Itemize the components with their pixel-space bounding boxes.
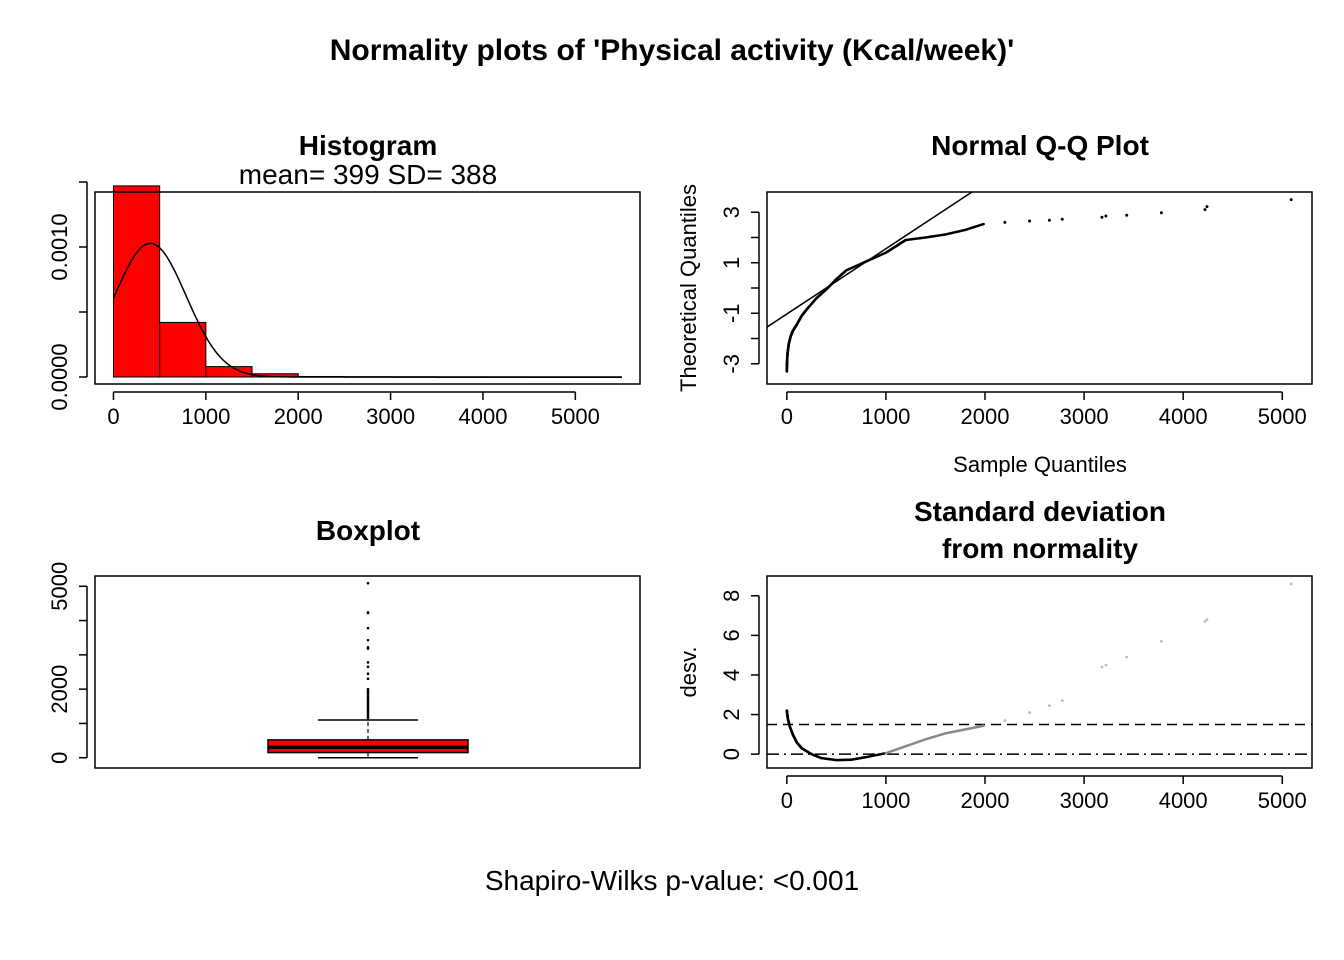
deviation-point (982, 724, 985, 728)
boxplot-panel: Boxplot 0 2000 5000 (47, 515, 641, 769)
deviation-y-tick-label: 8 (719, 590, 744, 602)
deviation-x-tick-label: 1000 (861, 788, 910, 813)
deviation-outlier-point (1104, 663, 1108, 667)
histogram-bars (112, 185, 623, 378)
histogram-x-tick-label: 0 (107, 404, 119, 429)
qq-y-tick-label: -3 (719, 354, 744, 374)
deviation-x-tick-label: 0 (781, 788, 793, 813)
histogram-x-tick-label: 2000 (274, 404, 323, 429)
deviation-outlier-point (1125, 655, 1129, 659)
deviation-outlier-point (1060, 699, 1064, 703)
deviation-x-tick-label: 4000 (1159, 788, 1208, 813)
boxplot-frame (94, 575, 641, 769)
boxplot-y-tick-label: 2000 (47, 665, 72, 714)
deviation-outlier-point (1003, 719, 1007, 722)
deviation-outlier-point (1028, 711, 1031, 714)
deviation-y-tick-label: 2 (719, 708, 744, 720)
boxplot-outlier (366, 661, 370, 664)
histogram-y-tick-label: 0.0010 (47, 213, 72, 280)
qq-x-tick-label: 5000 (1258, 404, 1307, 429)
qq-outlier-point (1159, 211, 1163, 215)
boxplot-axes: 0 2000 5000 (47, 562, 88, 764)
deviation-frame (766, 575, 1313, 769)
histogram-bar (205, 366, 253, 378)
qq-points (785, 198, 1293, 373)
shapiro-wilks-footer: Shapiro-Wilks p-value: <0.001 (485, 865, 859, 896)
boxplot-title: Boxplot (316, 515, 420, 546)
deviation-outlier-point (1159, 639, 1163, 643)
boxplot-outlier (366, 581, 370, 585)
deviation-x-tick-label: 5000 (1258, 788, 1307, 813)
histogram-y-tick-label: 0.0000 (47, 343, 72, 410)
boxplot-elements (267, 581, 469, 759)
qq-outlier-point (1003, 220, 1007, 224)
qq-frame (766, 191, 1313, 385)
deviation-outlier-point (1205, 618, 1209, 621)
deviation-ylabel: desv. (676, 647, 701, 698)
qq-outlier-point (1125, 213, 1129, 217)
deviation-outlier-point (1100, 665, 1104, 669)
qq-y-tick-label: -1 (719, 303, 744, 323)
qq-xlabel: Sample Quantiles (953, 452, 1127, 477)
deviation-y-tick-label: 0 (719, 748, 744, 760)
boxplot-outlier (366, 687, 370, 691)
boxplot-y-tick-label: 5000 (47, 562, 72, 611)
deviation-panel: Standard deviation from normality 0 1000 2… (676, 496, 1313, 813)
histogram-x-tick-label: 3000 (366, 404, 415, 429)
boxplot-outlier (366, 646, 370, 649)
histogram-panel: Histogram mean= 399 SD= 388 0 1000 2000 300… (47, 130, 641, 429)
qq-outlier-point (1289, 198, 1293, 202)
qq-outlier-point (1203, 208, 1207, 212)
boxplot-outlier (366, 626, 370, 630)
histogram-x-tick-label: 5000 (551, 404, 600, 429)
qq-axes: 0 1000 2000 3000 4000 5000 -3 -1 1 3 (719, 206, 1307, 429)
qq-outlier-point (1047, 218, 1051, 222)
boxplot-outlier (366, 611, 370, 614)
deviation-reference-lines (767, 723, 1312, 755)
deviation-x-tick-label: 3000 (1060, 788, 1109, 813)
qq-x-tick-label: 4000 (1159, 404, 1208, 429)
qq-outlier-point (1028, 219, 1032, 223)
qq-x-tick-label: 3000 (1060, 404, 1109, 429)
histogram-bar (159, 321, 207, 378)
qq-y-tick-label: 1 (719, 257, 744, 269)
deviation-outlier-point (1203, 620, 1207, 623)
qq-outlier-point (1100, 215, 1104, 219)
deviation-y-tick-label: 4 (719, 669, 744, 681)
deviation-points (785, 582, 1293, 762)
qq-x-tick-label: 0 (781, 404, 793, 429)
qq-panel: Normal Q-Q Plot 0 1000 2000 3000 4000 5000 -3 -… (676, 130, 1313, 477)
qq-y-tick-label: 3 (719, 206, 744, 218)
boxplot-outlier (366, 672, 370, 676)
deviation-title-line-1: Standard deviation (914, 496, 1166, 527)
qq-outlier-point (1205, 205, 1209, 209)
qq-x-tick-label: 2000 (961, 404, 1010, 429)
qq-point (982, 222, 985, 226)
deviation-axes: 0 1000 2000 3000 4000 5000 0 2 4 6 8 (719, 590, 1307, 813)
boxplot-outlier (366, 665, 370, 669)
histogram-axes: 0 1000 2000 3000 4000 5000 0.0000 0.0010 (47, 181, 600, 429)
deviation-title-line-2: from normality (942, 533, 1138, 564)
qq-outlier-point (1104, 214, 1108, 218)
qq-outlier-point (1060, 217, 1064, 221)
deviation-x-tick-label: 2000 (961, 788, 1010, 813)
qq-reference-line (767, 192, 974, 328)
histogram-x-tick-label: 4000 (458, 404, 507, 429)
qq-ylabel: Theoretical Quantiles (676, 184, 701, 392)
boxplot-y-tick-label: 0 (47, 752, 72, 764)
qq-x-tick-label: 1000 (861, 404, 910, 429)
normal-density-curve (112, 242, 622, 378)
deviation-outlier-point (1289, 582, 1293, 586)
histogram-title: Histogram (299, 130, 437, 161)
histogram-subtitle: mean= 399 SD= 388 (239, 159, 497, 190)
histogram-x-tick-label: 1000 (181, 404, 230, 429)
qq-title: Normal Q-Q Plot (931, 130, 1149, 161)
boxplot-outlier (366, 638, 370, 642)
boxplot-outlier (366, 677, 370, 681)
figure-title: Normality plots of 'Physical activity (K… (330, 34, 1015, 67)
deviation-y-tick-label: 6 (719, 629, 744, 641)
histogram-frame (94, 191, 641, 385)
deviation-outlier-point (1048, 704, 1051, 708)
